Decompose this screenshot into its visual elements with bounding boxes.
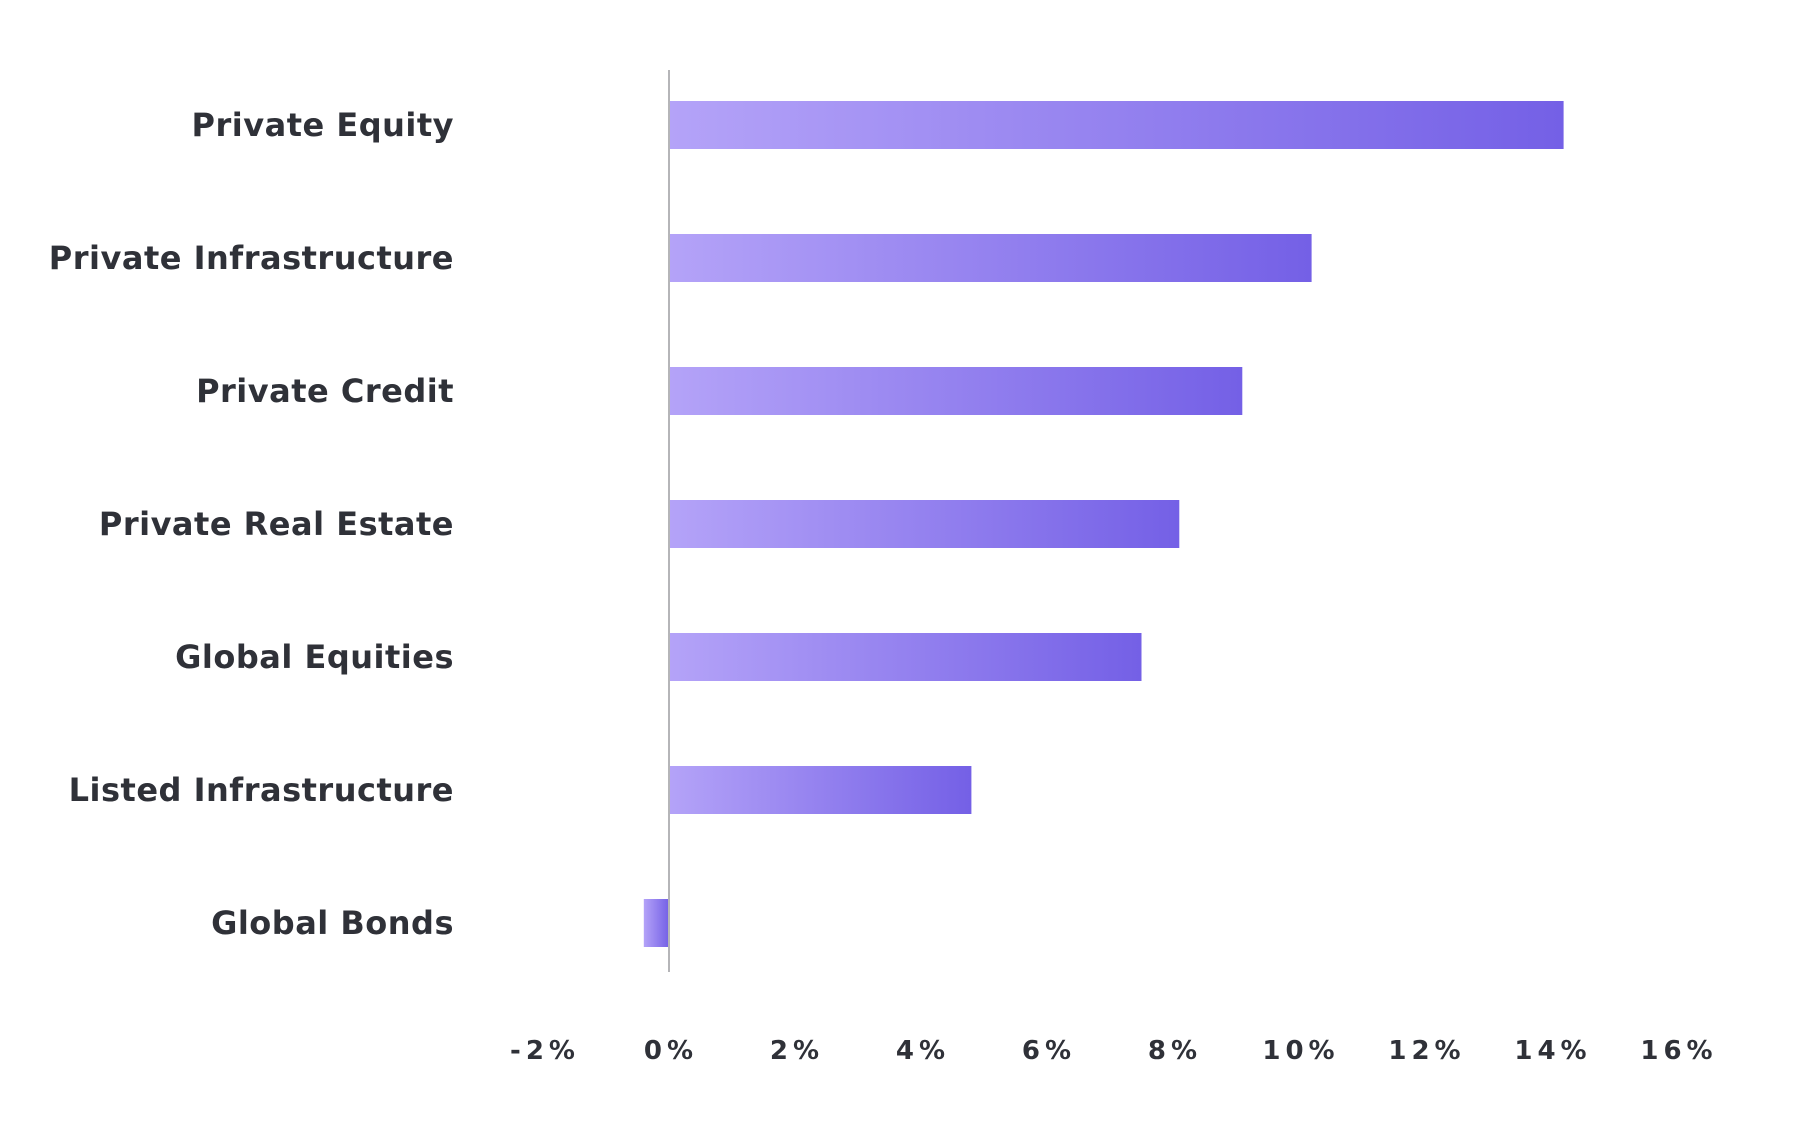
bar-listed-infrastructure (669, 766, 972, 814)
category-labels-group: Private Equity Private Infrastructure Priv… (49, 106, 454, 942)
x-tick-label: 4% (896, 1036, 950, 1066)
category-label-private-infrastructure: Private Infrastructure (49, 239, 454, 277)
bar-private-infrastructure (669, 234, 1312, 282)
x-tick-label: 14% (1514, 1036, 1591, 1066)
category-label-private-real-estate: Private Real Estate (99, 505, 454, 543)
bar-private-equity (669, 101, 1564, 149)
x-tick-label: 10% (1262, 1036, 1339, 1066)
x-tick-label: 16% (1640, 1036, 1717, 1066)
category-label-global-bonds: Global Bonds (211, 904, 454, 942)
x-tick-label: -2% (510, 1036, 580, 1066)
bar-global-bonds (643, 899, 669, 947)
category-label-listed-infrastructure: Listed Infrastructure (69, 771, 454, 809)
category-label-private-credit: Private Credit (196, 372, 454, 410)
bar-private-credit (669, 367, 1243, 415)
bars-group (643, 101, 1564, 947)
bar-global-equities (669, 633, 1142, 681)
category-label-private-equity: Private Equity (192, 106, 454, 144)
x-tick-label: 0% (644, 1036, 698, 1066)
x-tick-label: 8% (1148, 1036, 1202, 1066)
category-label-global-equities: Global Equities (175, 638, 454, 676)
x-tick-labels-group: -2% 0% 2% 4% 6% 8% 10% 12% 14% 16% (510, 1036, 1717, 1066)
x-tick-label: 12% (1388, 1036, 1465, 1066)
bar-private-real-estate (669, 500, 1180, 548)
x-tick-label: 6% (1022, 1036, 1076, 1066)
x-tick-label: 2% (770, 1036, 824, 1066)
